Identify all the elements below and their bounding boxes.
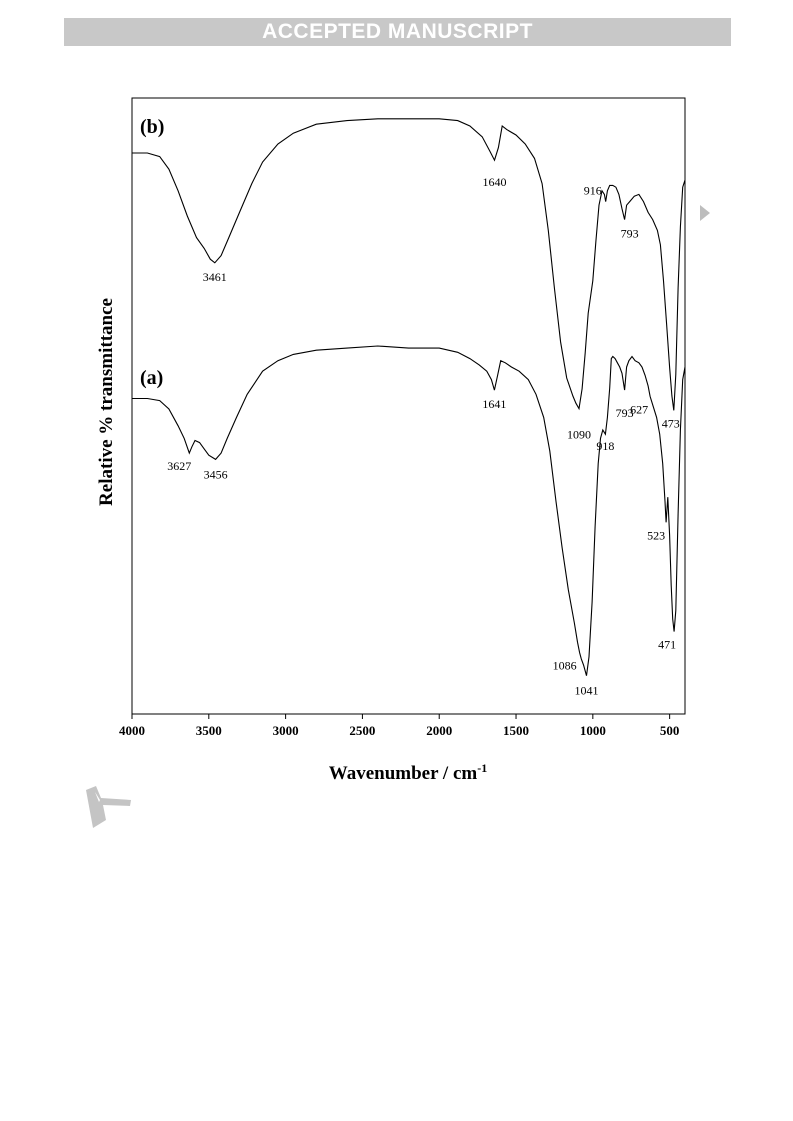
x-tick-label: 2000 [426, 723, 452, 738]
peak-label: 1041 [575, 684, 599, 698]
peak-label: 3627 [167, 459, 191, 473]
peak-label: 918 [596, 439, 614, 453]
x-tick-label: 1000 [580, 723, 606, 738]
watermark-letter-a [86, 786, 131, 828]
peak-label: 627 [630, 402, 648, 416]
y-axis-title: Relative % transmittance [96, 298, 117, 506]
peak-label: 916 [584, 184, 602, 198]
banner-text: ACCEPTED MANUSCRIPT [262, 20, 533, 43]
peak-label: 1640 [483, 175, 507, 189]
x-tick-label: 3000 [273, 723, 299, 738]
peak-label: 3461 [203, 270, 227, 284]
peak-annotations: 1640 3461 916 793 1090 473 3627 3456 1641 1086 104… [167, 175, 680, 698]
x-tick-label: 500 [660, 723, 680, 738]
x-tick-label: 1500 [503, 723, 529, 738]
peak-label: 793 [616, 406, 634, 420]
spectrum-line-b [132, 118, 686, 411]
peak-label: 523 [647, 528, 665, 542]
x-axis-title: Wavenumber / cm-1 [329, 761, 487, 784]
spectrum-line-a [132, 345, 686, 676]
series-layer [132, 118, 686, 676]
peak-label: 1086 [553, 659, 577, 673]
peak-label: 3456 [204, 467, 228, 481]
x-tick-label: 4000 [119, 723, 145, 738]
peak-label: 1641 [482, 397, 506, 411]
x-axis-title-text: Wavenumber / cm [329, 763, 478, 784]
x-axis-title-unit-superscript: -1 [477, 761, 487, 775]
x-tick-label: 2500 [349, 723, 375, 738]
peak-label: 471 [658, 638, 676, 652]
x-axis-ticks: 4000 3500 3000 2500 2000 1500 1000 500 [119, 714, 679, 738]
plot-frame [131, 97, 686, 715]
accepted-manuscript-banner: ACCEPTED MANUSCRIPT [64, 18, 731, 46]
peak-label: 793 [621, 227, 639, 241]
watermark-arrow-right [700, 205, 710, 221]
panel-label-a: (a) [140, 367, 163, 389]
peak-label: 1090 [567, 428, 591, 442]
peak-label: 473 [662, 416, 680, 430]
panel-label-b: (b) [140, 116, 164, 138]
x-tick-label: 3500 [196, 723, 222, 738]
